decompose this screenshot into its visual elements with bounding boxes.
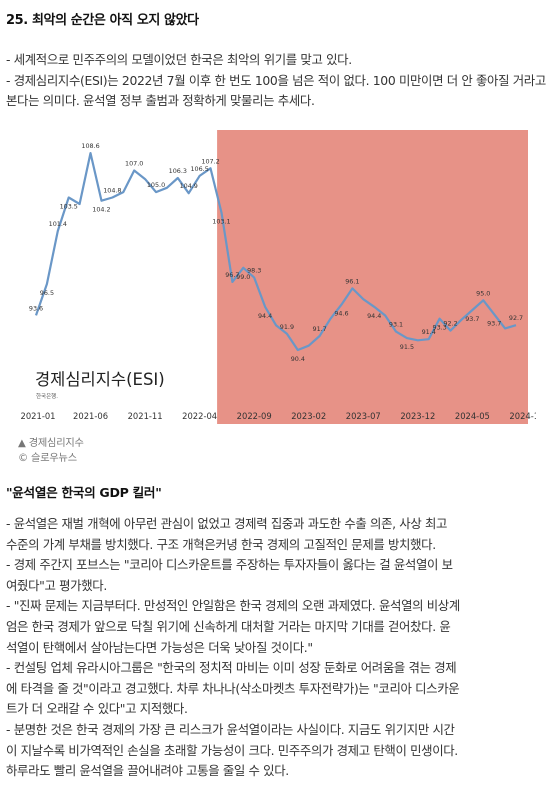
data-label: 94.4 bbox=[258, 312, 272, 320]
body-line: - 윤석열은 재벌 개혁에 아무런 관심이 없었고 경제력 집중과 과도한 수출… bbox=[6, 516, 448, 531]
data-label: 107.2 bbox=[201, 157, 219, 165]
x-tick-label: 2021-11 bbox=[128, 411, 163, 421]
intro-paragraph: - 세계적으로 민주주의의 모델이었던 한국은 최악의 위기를 맞고 있다. -… bbox=[6, 50, 548, 112]
x-tick-label: 2023-07 bbox=[346, 411, 381, 421]
chart-title: 경제심리지수(ESI) bbox=[35, 370, 165, 389]
esi-series-line bbox=[34, 152, 517, 352]
section-heading: 25. 최악의 순간은 아직 오지 않았다 bbox=[6, 13, 199, 28]
body-line: 여줬다"고 평가했다. bbox=[6, 577, 107, 593]
data-label: 96.5 bbox=[40, 289, 54, 297]
body-line: 트가 더 오래갈 수 있다"고 지적했다. bbox=[6, 701, 188, 717]
quote-heading: "윤석열은 한국의 GDP 킬러" bbox=[6, 485, 162, 500]
data-label: 90.4 bbox=[291, 355, 305, 363]
x-tick-label: 2024-10 bbox=[509, 411, 536, 421]
legend-label: 경제심리지수 bbox=[28, 438, 84, 449]
data-label: 91.5 bbox=[400, 343, 414, 351]
data-label: 92.2 bbox=[443, 320, 457, 328]
data-label: 104.8 bbox=[103, 187, 121, 195]
x-tick-label: 2022-09 bbox=[237, 411, 272, 421]
body-line: - 분명한 것은 한국 경제의 가장 큰 리스크가 윤석열이라는 사실이다. 지… bbox=[6, 721, 455, 737]
data-label: 103.5 bbox=[60, 203, 78, 211]
data-label: 91.9 bbox=[280, 323, 294, 331]
body-line: - "진짜 문제는 지금부터다. 만성적인 안일함은 한국 경제의 오랜 과제였… bbox=[6, 598, 460, 614]
data-label: 104.9 bbox=[180, 182, 198, 190]
data-label: 91.7 bbox=[313, 325, 327, 333]
triangle-icon: ▲ bbox=[18, 438, 29, 449]
x-tick-label: 2023-02 bbox=[291, 411, 326, 421]
data-label: 103.1 bbox=[212, 218, 230, 226]
body-line: 이 지날수록 비가역적인 손실을 초래할 가능성이 크다. 민주주의가 경제고 … bbox=[6, 742, 458, 758]
copyright-icon: © bbox=[18, 453, 32, 464]
data-label: 99.0 bbox=[236, 273, 250, 281]
chart-legend: ▲ 경제심리지수 bbox=[18, 434, 84, 449]
esi-chart: 2021-01 2021-06 2021-11 2022-04 2022-09 2023-… bbox=[16, 130, 544, 428]
data-label: 96.1 bbox=[345, 277, 359, 285]
data-label: 108.6 bbox=[81, 142, 99, 150]
intro-line: - 세계적으로 민주주의의 모델이었던 한국은 최악의 위기를 맞고 있다. bbox=[6, 52, 352, 67]
data-label: 107.0 bbox=[125, 159, 143, 167]
data-label: 93.7 bbox=[487, 319, 501, 327]
body-line: 석열이 탄핵에서 살아남는다면 가능성은 더욱 낮아질 것이다." bbox=[6, 639, 313, 655]
data-label: 93.1 bbox=[389, 321, 403, 329]
body-line: 하루라도 빨리 윤석열을 끌어내려야 고통을 줄일 수 있다. bbox=[6, 763, 289, 779]
credit-label: 슬로우뉴스 bbox=[31, 453, 77, 464]
data-label: 93.7 bbox=[465, 315, 479, 323]
body-paragraph: - 윤석열은 재벌 개혁에 아무런 관심이 없었고 경제력 집중과 과도한 수출… bbox=[6, 514, 548, 782]
data-label: 105.0 bbox=[147, 181, 165, 189]
data-label: 106.3 bbox=[169, 167, 187, 175]
body-line: - 컨설팅 업체 유라시아그룹은 "한국의 정치적 마비는 이미 성장 둔화로 … bbox=[6, 660, 457, 676]
body-line: - 경제 주간지 포브스는 "코리아 디스카운트를 주장하는 투자자들이 옳다는… bbox=[6, 557, 453, 573]
data-label: 93.3 bbox=[433, 324, 447, 332]
data-label: 98.3 bbox=[247, 267, 261, 275]
body-line: 에 타격을 줄 것"이라고 경고했다. 차루 차나나(삭소마켓츠 투자전략가)는… bbox=[6, 680, 460, 696]
body-line: 수준의 가계 부채를 방치했다. 구조 개혁은커녕 한국 경제의 고질적인 문제… bbox=[6, 536, 436, 552]
x-tick-label: 2023-12 bbox=[400, 411, 435, 421]
data-label: 95.0 bbox=[476, 289, 490, 297]
data-label: 94.4 bbox=[367, 312, 381, 320]
body-line: 엄은 한국 경제가 앞으로 닥칠 위기에 신속하게 대처할 거라는 마지막 기대… bbox=[6, 618, 451, 634]
data-label: 104.2 bbox=[92, 206, 110, 214]
intro-line: - 경제심리지수(ESI)는 2022년 7월 이후 한 번도 100을 넘은 … bbox=[6, 72, 546, 109]
data-label: 96.7 bbox=[225, 271, 239, 279]
chart-source: 한국은행. bbox=[36, 392, 58, 400]
x-tick-label: 2024-05 bbox=[455, 411, 490, 421]
data-label: 91.4 bbox=[422, 328, 436, 336]
data-label: 101.4 bbox=[49, 220, 67, 228]
data-label: 93.6 bbox=[29, 304, 43, 312]
chart-credit: © 슬로우뉴스 bbox=[18, 449, 77, 464]
data-label: 92.7 bbox=[509, 314, 523, 322]
highlight-region bbox=[217, 130, 528, 424]
x-tick-label: 2022-04 bbox=[182, 411, 217, 421]
data-label: 106.5 bbox=[190, 165, 208, 173]
x-tick-label: 2021-01 bbox=[21, 411, 56, 421]
esi-chart-svg: 2021-01 2021-06 2021-11 2022-04 2022-09 2023-… bbox=[21, 130, 544, 424]
data-label: 94.6 bbox=[334, 310, 348, 318]
x-tick-label: 2021-06 bbox=[73, 411, 108, 421]
